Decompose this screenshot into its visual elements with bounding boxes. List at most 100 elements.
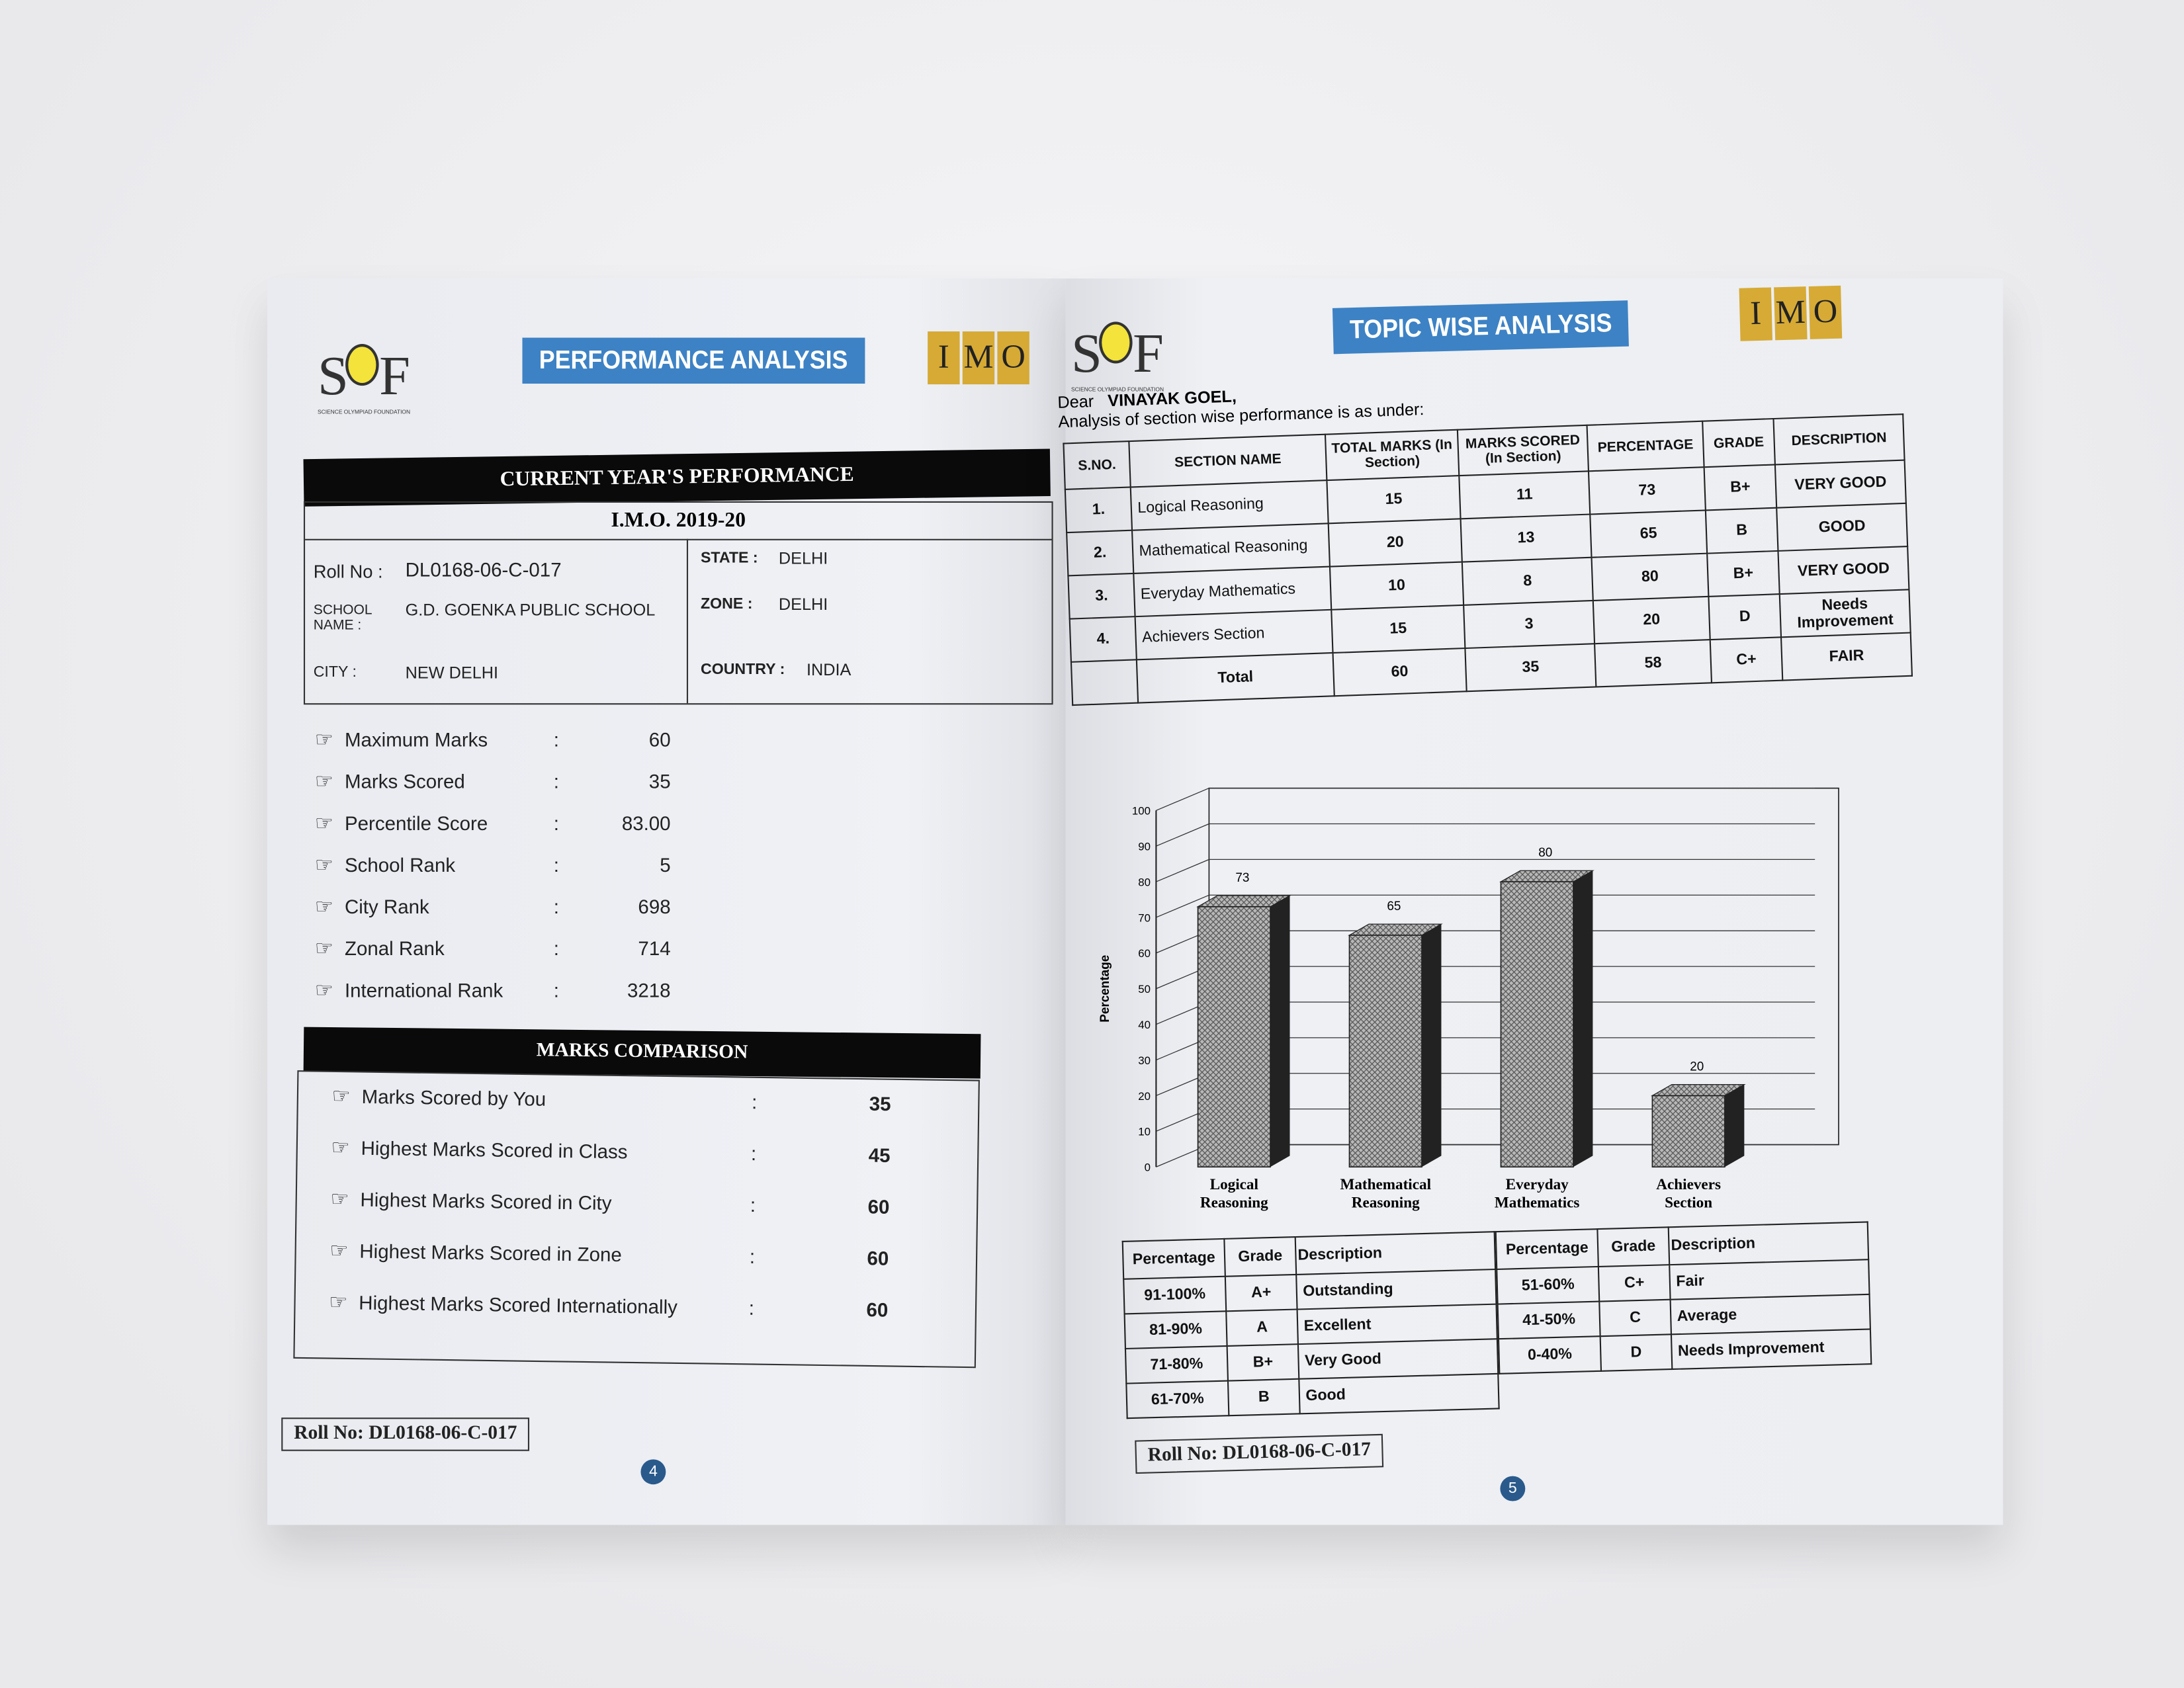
- column-header: PERCENTAGE: [1587, 421, 1704, 472]
- grade-cell: Needs Improvement: [1671, 1329, 1872, 1369]
- column-header: SECTION NAME: [1129, 434, 1327, 487]
- table-cell: Everyday Mathematics: [1133, 566, 1332, 617]
- roll-value: DL0168-06-C-017: [405, 558, 562, 581]
- table-cell: 11: [1459, 471, 1591, 519]
- table-cell: 2.: [1067, 530, 1134, 576]
- grade-cell: A: [1226, 1309, 1298, 1346]
- stat-label: Marks Scored: [344, 770, 465, 792]
- pointing-hand-icon: ☞: [328, 1290, 348, 1315]
- y-tick-label: 30: [1138, 1054, 1151, 1067]
- gridline: [1156, 823, 1209, 847]
- y-tick-label: 100: [1132, 805, 1151, 818]
- grade-cell: 51-60%: [1497, 1266, 1600, 1304]
- imo-letter: I: [928, 331, 960, 385]
- column-header: TOTAL MARKS (In Section): [1325, 429, 1460, 481]
- zone-value: DELHI: [778, 594, 828, 614]
- state-label: STATE :: [700, 550, 758, 567]
- state-value: DELHI: [778, 548, 828, 568]
- colon: :: [553, 728, 559, 751]
- table-cell: 20: [1328, 519, 1462, 567]
- data-label: 65: [1387, 900, 1401, 913]
- column-header: Description: [1295, 1232, 1496, 1275]
- column-header: Grade: [1224, 1237, 1297, 1277]
- table-cell: 15: [1331, 605, 1465, 654]
- comparison-box: ☞ Marks Scored by You: 35 ☞ Highest Marks Sc…: [293, 1070, 980, 1369]
- roll-label: Roll No :: [313, 561, 383, 583]
- grade-cell: 61-70%: [1126, 1380, 1229, 1419]
- imo-letter: O: [997, 331, 1029, 385]
- page-banner: PERFORMANCE ANALYSIS: [522, 337, 865, 384]
- pointing-hand-icon: ☞: [314, 979, 334, 1003]
- logo-subtitle: SCIENCE OLYMPIAD FOUNDATION: [318, 407, 411, 415]
- data-label: 20: [1690, 1060, 1704, 1074]
- table-cell: Achievers Section: [1135, 609, 1333, 660]
- colon: :: [749, 1245, 756, 1268]
- table-cell: Logical Reasoning: [1130, 480, 1329, 530]
- stat-row: ☞ Zonal Rank: 714: [315, 936, 705, 961]
- pointing-hand-icon: ☞: [314, 895, 334, 919]
- bar: [1651, 1095, 1725, 1168]
- pointing-hand-icon: ☞: [331, 1084, 351, 1109]
- table-cell: 15: [1327, 476, 1461, 524]
- bulb-icon: [345, 344, 380, 386]
- table-cell: VERY GOOD: [1778, 546, 1909, 595]
- section-table: S.NO. SECTION NAME TOTAL MARKS (In Section…: [1063, 413, 1913, 706]
- table-cell: B: [1705, 507, 1778, 554]
- stat-label: Zonal Rank: [344, 937, 445, 960]
- colon: :: [553, 979, 559, 1001]
- imo-letter: I: [1739, 287, 1772, 341]
- pointing-hand-icon: ☞: [330, 1187, 349, 1212]
- grade-key-table-right: Percentage Grade Description 51-60% C+ Fair 41…: [1495, 1221, 1872, 1374]
- grade-key-table-left: Percentage Grade Description 91-100% A+ Outst…: [1122, 1231, 1500, 1419]
- table-cell: VERY GOOD: [1774, 460, 1906, 508]
- x-tick-label: Mathematical: [1340, 1176, 1431, 1193]
- bar-chart: 0 10 20 30 40 50 60 70 80 90 100 Percentage 73 Logica…: [1098, 787, 1839, 1211]
- imo-letter: O: [1808, 285, 1843, 339]
- table-cell: 3: [1463, 600, 1595, 649]
- colon: :: [750, 1193, 756, 1216]
- table-cell: C+: [1710, 637, 1783, 683]
- stat-label: International Rank: [344, 979, 503, 1001]
- table-cell: 73: [1588, 467, 1706, 515]
- table-cell: B+: [1707, 550, 1780, 597]
- comparison-label: Highest Marks Scored in City: [360, 1188, 612, 1214]
- grade-cell: Good: [1299, 1373, 1499, 1414]
- stat-value: 5: [660, 853, 671, 876]
- page-number: 4: [640, 1459, 666, 1485]
- y-tick-label: 40: [1138, 1019, 1151, 1031]
- stat-row: ☞ City Rank: 698: [315, 894, 705, 919]
- zone-label: ZONE :: [700, 596, 753, 613]
- logo-subtitle: SCIENCE OLYMPIAD FOUNDATION: [1070, 386, 1164, 393]
- comparison-row: ☞ Highest Marks Scored in Class: 45: [331, 1135, 944, 1169]
- country-value: INDIA: [806, 659, 852, 680]
- stat-label: School Rank: [344, 853, 456, 876]
- stat-row: ☞ Maximum Marks: 60: [315, 727, 705, 752]
- colon: :: [748, 1296, 755, 1320]
- table-cell: 3.: [1068, 573, 1135, 619]
- comparison-value: 60: [867, 1246, 889, 1270]
- roll-footer: Roll No: DL0168-06-C-017: [1135, 1433, 1384, 1474]
- stat-row: ☞ School Rank: 5: [315, 852, 705, 878]
- y-axis-label: Percentage: [1098, 955, 1112, 1023]
- section-title: CURRENT YEAR'S PERFORMANCE: [303, 448, 1051, 507]
- column-header: S.NO.: [1063, 441, 1131, 489]
- city-value: NEW DELHI: [405, 663, 499, 683]
- table-cell: FAIR: [1781, 632, 1912, 681]
- stat-value: 3218: [627, 979, 671, 1001]
- column-header: Grade: [1597, 1227, 1670, 1267]
- comparison-label: Highest Marks Scored in Class: [361, 1136, 628, 1163]
- colon: :: [553, 853, 559, 876]
- grade-cell: Excellent: [1297, 1304, 1497, 1345]
- table-cell: 60: [1332, 648, 1467, 696]
- exam-title: I.M.O. 2019-20: [305, 503, 1052, 540]
- bar-side: [1573, 870, 1593, 1167]
- column-header: Percentage: [1122, 1238, 1225, 1279]
- grade-cell: 41-50%: [1497, 1301, 1600, 1339]
- table-cell: 80: [1591, 553, 1709, 601]
- school-label: SCHOOL NAME :: [313, 603, 372, 634]
- comparison-value: 35: [869, 1092, 891, 1115]
- bar-side: [1724, 1084, 1745, 1167]
- table-cell: 10: [1329, 562, 1464, 610]
